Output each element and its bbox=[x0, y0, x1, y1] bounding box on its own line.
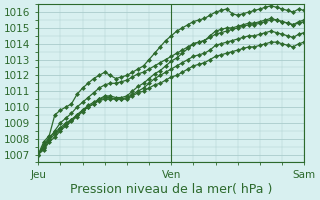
X-axis label: Pression niveau de la mer( hPa ): Pression niveau de la mer( hPa ) bbox=[70, 183, 272, 196]
